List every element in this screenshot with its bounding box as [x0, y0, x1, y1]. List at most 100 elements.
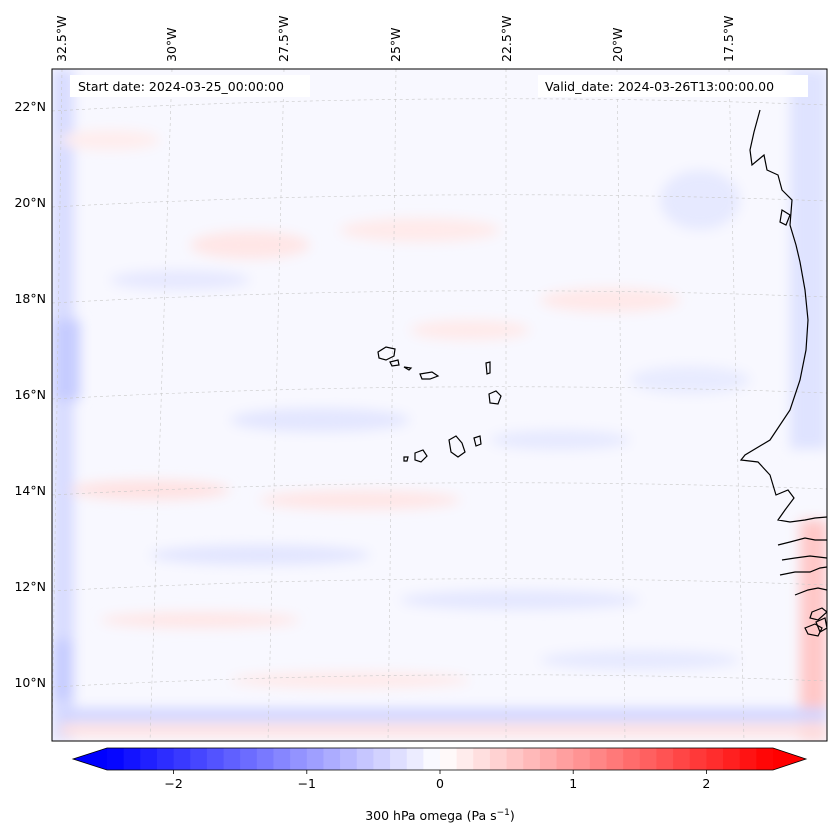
colorbar-cell: [340, 748, 358, 770]
colorbar-cell: [523, 748, 541, 770]
island-maio: [473, 435, 482, 447]
omega-positive-patch: [340, 218, 500, 242]
colorbar-cells: [107, 748, 774, 770]
cabo-verde-islands: [377, 346, 502, 463]
lon-label: 30°W: [164, 27, 179, 62]
lon-label: 22.5°W: [499, 16, 514, 62]
omega-negative-patch: [230, 408, 410, 432]
omega-negative-patch: [150, 545, 370, 565]
west-africa-coastline: [739, 109, 827, 637]
colorbar-cell: [306, 748, 325, 770]
island-sal: [485, 361, 491, 375]
omega-negative-patch: [400, 590, 640, 610]
colorbar-outline: [71, 747, 808, 771]
gridline-lat-12n: [52, 578, 827, 592]
map-plot-area: [52, 69, 827, 741]
colorbar-label: 300 hPa omega (Pa s−1): [365, 808, 515, 823]
lat-label: 22°N: [14, 99, 46, 114]
omega-positive-band: [60, 724, 827, 736]
lat-label: 18°N: [14, 291, 46, 306]
lon-label: 20°W: [610, 27, 625, 62]
colorbar-cell: [223, 748, 241, 770]
gridline-lon-27-5w: [267, 69, 285, 741]
colorbar-extend-min: [73, 748, 107, 770]
island-boa-vista: [488, 390, 502, 405]
lon-label: 25°W: [388, 27, 403, 62]
colorbar-cell: [623, 748, 641, 770]
lon-label: 27.5°W: [276, 16, 291, 62]
colorbar-cell: [739, 748, 757, 770]
coastline-guinea-bissau: [794, 587, 827, 596]
colorbar-cell: [656, 748, 674, 770]
colorbar-cell: [689, 748, 707, 770]
omega-positive-patch: [410, 320, 530, 340]
omega-positive-patch: [100, 612, 300, 628]
omega-negative-patch: [110, 270, 250, 290]
colorbar-cell: [107, 748, 125, 770]
lat-label: 12°N: [14, 579, 46, 594]
lon-label: 32.5°W: [54, 16, 69, 62]
coastline-mauritania-senegal: [739, 109, 827, 523]
colorbar-tick-label: −2: [164, 776, 182, 791]
colorbar-cell: [406, 748, 424, 770]
colorbar-cell: [556, 748, 574, 770]
gridline-lat-20n: [52, 194, 827, 208]
omega-negative-patch: [630, 366, 750, 394]
valid-date-label: Valid_date: 2024-03-26T13:00:00.00: [545, 79, 774, 94]
island-fogo: [414, 449, 428, 463]
gridline-lat-10n: [52, 674, 827, 688]
coastal-island: [779, 209, 791, 226]
colorbar-tick-label: 0: [436, 776, 444, 791]
omega-negative-patch: [660, 170, 740, 230]
longitude-labels: 32.5°W 30°W 27.5°W 25°W 22.5°W 20°W 17.5…: [54, 16, 736, 62]
gridline-lon-25w: [387, 69, 397, 741]
colorbar-cell: [356, 748, 374, 770]
colorbar-cell: [373, 748, 391, 770]
omega-field: [52, 69, 827, 741]
colorbar-cell: [723, 748, 741, 770]
lat-label: 16°N: [14, 387, 46, 402]
gridline-lat-18n: [52, 290, 827, 304]
island-santo-antao: [377, 346, 396, 361]
colorbar-tick-label: −1: [298, 776, 316, 791]
colorbar-cell: [156, 748, 175, 770]
coastline-gambia-north: [777, 537, 827, 546]
colorbar-cell: [440, 748, 458, 770]
colorbar-cell: [606, 748, 624, 770]
map-frame: [51, 68, 828, 742]
colorbar-cell: [639, 748, 658, 770]
omega-positive-patch: [190, 231, 310, 259]
colorbar-cell: [573, 748, 591, 770]
lat-label: 20°N: [14, 195, 46, 210]
latitude-labels: 22°N 20°N 18°N 16°N 14°N 12°N 10°N: [14, 99, 46, 690]
colorbar-cell: [589, 748, 608, 770]
colorbar-tick-label: 2: [702, 776, 710, 791]
colorbar-cell: [423, 748, 441, 770]
colorbar-cell: [539, 748, 558, 770]
lat-label: 14°N: [14, 483, 46, 498]
gridline-lon-32-5w: [52, 69, 63, 741]
gridline-lon-30w: [149, 69, 173, 741]
island-sao-nicolau: [419, 371, 440, 380]
start-date-box: [70, 75, 310, 97]
island-santa-luzia: [403, 366, 413, 371]
colorbar-cell: [489, 748, 508, 770]
omega-positive-patch: [230, 672, 470, 688]
colorbar-cell: [273, 748, 291, 770]
colorbar-cell: [140, 748, 158, 770]
colorbar-cell: [206, 748, 225, 770]
island-brava: [403, 456, 409, 462]
colorbar-cell: [673, 748, 691, 770]
omega-negative-patch: [490, 430, 630, 450]
colorbar-cell: [123, 748, 141, 770]
colorbar-cell: [190, 748, 208, 770]
colorbar-cell: [473, 748, 491, 770]
colorbar-tick-label: 1: [569, 776, 577, 791]
omega-negative-patch: [790, 69, 827, 449]
colorbar-cell: [456, 748, 474, 770]
omega-positive-patch: [60, 130, 160, 150]
bijagos-island: [809, 607, 827, 621]
lon-label: 17.5°W: [721, 16, 736, 62]
omega-positive-patch: [260, 490, 460, 510]
